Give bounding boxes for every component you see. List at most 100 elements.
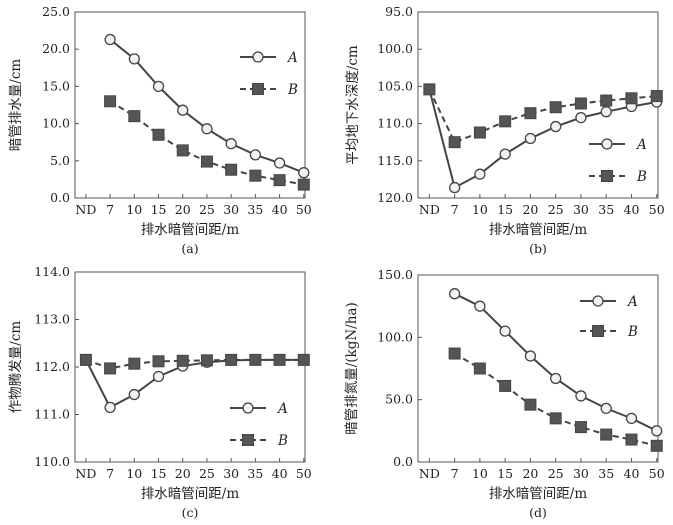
y-tick-label: 5.0	[50, 153, 70, 168]
legend-label-B: B	[636, 169, 647, 185]
y-tick-label: 111.0	[34, 407, 70, 422]
data-point-B	[200, 155, 213, 168]
y-tick-label: 150.0	[377, 267, 413, 282]
x-tick-label: 30	[573, 202, 589, 217]
data-point-B	[549, 412, 562, 425]
y-tick-label: 105.0	[377, 78, 413, 93]
data-point-A	[524, 350, 537, 362]
legend-label-B: B	[627, 324, 638, 340]
x-axis-label: 排水暗管间距/m	[489, 222, 588, 238]
x-tick-label: 10	[472, 466, 488, 481]
x-tick-label: 35	[598, 466, 614, 481]
data-point-B	[574, 97, 587, 110]
data-point-A	[104, 401, 116, 414]
data-point-A	[524, 132, 537, 145]
y-tick-label: 100.0	[377, 329, 413, 344]
data-point-B	[176, 354, 189, 367]
x-tick-label: 15	[151, 466, 167, 481]
y-tick-label: 10.0	[42, 116, 70, 131]
x-axis-label: 排水暗管间距/m	[141, 222, 240, 238]
x-tick-label: 35	[247, 466, 263, 481]
data-point-B	[249, 353, 262, 366]
legend-label-A: A	[276, 401, 288, 417]
y-tick-label: 95.0	[385, 4, 413, 19]
data-point-B	[79, 353, 92, 366]
legend-label-A: A	[286, 50, 298, 66]
data-point-B	[225, 163, 238, 176]
data-point-A	[152, 370, 165, 383]
x-tick-label: 30	[223, 202, 239, 217]
legend-label-A: A	[635, 137, 647, 153]
x-tick-label: 40	[272, 202, 288, 217]
x-tick-label: ND	[419, 202, 440, 217]
series-line-B	[428, 88, 657, 144]
x-tick-label: 50	[296, 202, 312, 217]
legend-marker-A	[252, 51, 264, 63]
panel-label: (a)	[181, 241, 198, 256]
legend-label-B: B	[277, 433, 288, 449]
data-point-B	[152, 128, 165, 141]
x-tick-label: 25	[199, 466, 215, 481]
panel-label: (d)	[529, 505, 547, 520]
x-tick-label: 40	[624, 202, 640, 217]
x-tick-label: 15	[497, 202, 513, 217]
legend-label-A: A	[626, 294, 638, 310]
x-tick-label: 10	[126, 202, 142, 217]
data-point-A	[474, 168, 486, 180]
chart-panel-3: 110.0 111.0 112.0 113.0 114.0 ND 7 10 15 20 25 30 35…	[7, 264, 312, 520]
y-tick-label: 112.0	[34, 359, 70, 374]
y-tick-label: 15.0	[42, 78, 70, 93]
data-point-A	[575, 111, 587, 124]
y-tick-label: 50.0	[385, 392, 413, 407]
x-tick-label: 30	[573, 466, 589, 481]
y-tick-label: 115.0	[377, 153, 413, 168]
y-tick-label: 120.0	[377, 190, 413, 205]
x-tick-label: ND	[75, 466, 96, 481]
data-point-A	[474, 300, 486, 312]
data-point-B	[249, 169, 262, 182]
x-tick-label: ND	[419, 466, 440, 481]
data-point-A	[249, 149, 262, 161]
x-tick-label: ND	[75, 202, 96, 217]
y-tick-label: 20.0	[42, 41, 70, 56]
data-point-A	[550, 120, 562, 133]
data-point-A	[273, 157, 286, 169]
y-tick-label: 114.0	[34, 264, 70, 279]
series-line-B	[85, 358, 304, 370]
data-point-B	[549, 101, 562, 114]
data-point-B	[625, 92, 638, 105]
data-point-B	[600, 94, 613, 107]
legend-marker-B	[592, 325, 604, 337]
data-point-A	[298, 167, 310, 179]
data-point-A	[499, 148, 511, 160]
x-tick-label: 15	[151, 202, 167, 217]
chart-panel-4: 0.0 50.0 100.0 150.0 ND 7 10 15 20 25 30 35 40 50 排水暗管…	[344, 267, 665, 520]
data-point-A	[651, 425, 663, 437]
data-point-A	[152, 80, 165, 93]
data-point-B	[625, 433, 638, 446]
x-tick-label: 40	[624, 466, 640, 481]
data-point-A	[448, 288, 461, 300]
data-point-B	[273, 353, 286, 366]
x-tick-label: 50	[296, 466, 312, 481]
legend-marker-A	[592, 295, 604, 307]
data-point-B	[104, 95, 117, 108]
data-point-B	[104, 362, 117, 375]
data-point-A	[225, 138, 237, 150]
data-point-B	[273, 174, 286, 187]
x-tick-label: 40	[272, 466, 288, 481]
series-line-A	[454, 292, 658, 432]
data-point-B	[600, 428, 613, 441]
y-tick-label: 0.0	[393, 454, 413, 469]
data-point-B	[448, 347, 461, 360]
panel-label: (c)	[182, 505, 199, 520]
legend-label-B: B	[287, 82, 298, 98]
data-point-B	[650, 439, 663, 452]
data-point-B	[128, 110, 141, 123]
data-point-B	[650, 90, 663, 103]
legend-marker-B	[601, 170, 613, 182]
data-point-A	[600, 106, 612, 118]
data-point-A	[201, 123, 213, 135]
data-point-B	[524, 107, 537, 120]
data-point-A	[600, 402, 612, 415]
